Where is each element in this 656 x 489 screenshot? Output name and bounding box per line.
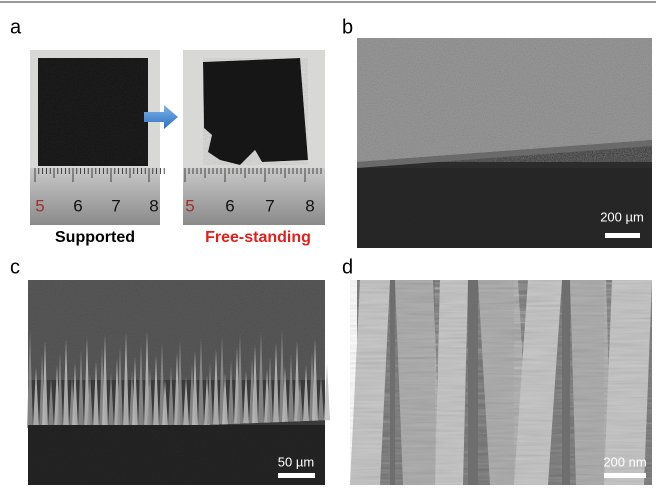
figure: a 5 6 7 8 5 6 7 8 Supported Free-standing b 20… xyxy=(0,0,656,489)
scale-bar xyxy=(604,473,646,478)
scale-bar xyxy=(605,233,640,238)
panel-label: c xyxy=(10,256,20,278)
scale-bar-label: 200 µm xyxy=(600,209,644,224)
caption: Supported xyxy=(55,229,135,246)
ruler-number: 8 xyxy=(149,196,158,215)
ruler-number: 5 xyxy=(185,196,194,215)
ruler-number: 7 xyxy=(265,196,274,215)
photo-free-standing: 5 6 7 8 xyxy=(183,50,325,225)
ruler-number: 5 xyxy=(35,196,44,215)
scale-bar-label: 200 nm xyxy=(603,454,646,469)
fiber xyxy=(435,280,468,485)
panel-label: d xyxy=(342,256,353,278)
ruler-number: 8 xyxy=(305,196,314,215)
scale-bar xyxy=(278,473,315,478)
fiber xyxy=(395,280,441,485)
ruler-number: 6 xyxy=(73,196,82,215)
photo-supported: 5 6 7 8 xyxy=(30,50,164,225)
panel-label: a xyxy=(10,16,22,38)
ruler-number: 6 xyxy=(225,196,234,215)
scale-bar-label: 50 µm xyxy=(278,454,314,469)
panel-label: b xyxy=(342,16,353,38)
ruler-number: 7 xyxy=(111,196,120,215)
caption: Free-standing xyxy=(205,229,311,246)
